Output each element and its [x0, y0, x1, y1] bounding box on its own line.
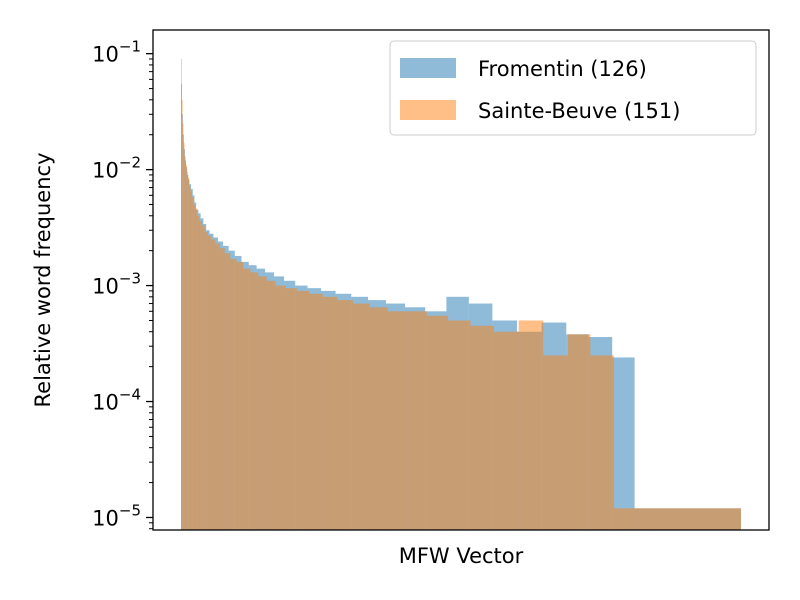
y-tick-label: 10−5	[92, 501, 141, 530]
bar	[215, 243, 220, 530]
legend-frame	[389, 40, 757, 136]
legend-label-sainte-beuve: Sainte-Beuve (151)	[478, 99, 680, 123]
bar	[230, 258, 237, 530]
bar	[494, 331, 519, 530]
bar	[183, 142, 185, 530]
y-axis-label: Relative word frequency	[31, 153, 55, 408]
bar	[181, 58, 182, 530]
bar	[243, 268, 251, 530]
bar	[258, 276, 267, 530]
bar	[189, 186, 191, 531]
bar	[322, 296, 338, 530]
bar	[448, 320, 471, 530]
bar	[202, 225, 205, 530]
bar	[543, 355, 568, 530]
bar	[224, 253, 231, 530]
bar	[613, 508, 637, 530]
bar	[369, 307, 388, 530]
bar	[567, 334, 591, 530]
bar	[296, 290, 310, 530]
bar	[211, 239, 216, 530]
bar	[186, 172, 188, 530]
bar	[309, 293, 323, 530]
bar	[285, 288, 297, 530]
plot-area	[181, 58, 741, 531]
y-axis: 10−1 10−2 10−3 10−4 10−5	[92, 38, 153, 530]
series-1	[181, 58, 741, 531]
legend-swatch-sainte-beuve	[400, 100, 456, 120]
bar	[199, 221, 202, 530]
bar	[204, 231, 208, 530]
bar	[470, 325, 495, 530]
bar	[184, 156, 186, 530]
bar	[518, 320, 544, 530]
bar	[191, 197, 194, 530]
bar	[590, 355, 614, 530]
y-tick-label: 10−2	[92, 154, 141, 183]
plot-frame	[152, 29, 770, 531]
bar	[636, 508, 741, 530]
bar	[195, 208, 198, 531]
bar	[236, 261, 244, 530]
legend-swatch-fromentin	[400, 58, 456, 78]
bar	[181, 99, 183, 530]
bar	[426, 315, 449, 530]
bar	[193, 204, 196, 530]
bar	[275, 285, 286, 530]
x-axis-label: MFW Vector	[399, 544, 524, 568]
bar	[387, 311, 407, 530]
bar	[352, 303, 370, 530]
bar	[190, 191, 192, 530]
bar	[182, 123, 184, 530]
y-tick-label: 10−4	[92, 386, 141, 415]
y-tick-label: 10−1	[92, 38, 141, 67]
bar	[219, 248, 225, 530]
bar	[207, 235, 212, 530]
bar	[197, 215, 200, 530]
bar	[406, 311, 427, 530]
legend: Fromentin (126) Sainte-Beuve (151)	[389, 40, 757, 136]
bar	[337, 300, 353, 530]
legend-label-fromentin: Fromentin (126)	[478, 57, 647, 81]
y-tick-label: 10−3	[92, 270, 141, 299]
bar	[187, 177, 190, 530]
bar	[266, 280, 276, 530]
bar	[250, 272, 259, 530]
bar	[185, 164, 187, 530]
bar	[612, 357, 635, 530]
